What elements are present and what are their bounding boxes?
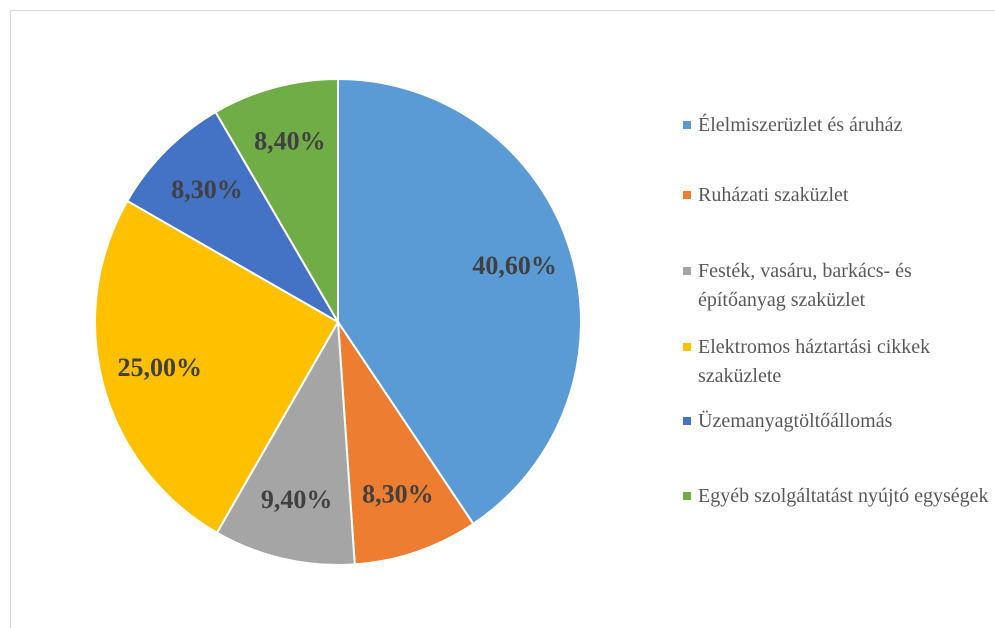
- legend-label: Elektromos háztartási cikkek szaküzlete: [698, 336, 931, 387]
- legend-item: Ruházati szaküzlet: [683, 181, 995, 210]
- slice-label: 8,30%: [362, 480, 434, 509]
- legend-label: Élelmiszerüzlet és áruház: [698, 114, 903, 136]
- legend-item: Élelmiszerüzlet és áruház: [683, 111, 995, 140]
- pie-slice: [337, 77, 582, 526]
- legend-swatch: [683, 191, 691, 199]
- legend-item: Elektromos háztartási cikkek szaküzlete: [683, 333, 995, 391]
- legend-item: Festék, vasáru, barkács- és építőanyag s…: [683, 257, 995, 315]
- legend-item: Üzemanyagtöltőállomás: [683, 407, 995, 436]
- slice-label: 9,40%: [261, 485, 333, 514]
- pie-slice: [215, 318, 356, 566]
- legend-swatch: [683, 343, 691, 351]
- slice-label: 8,40%: [254, 127, 326, 156]
- legend-label: Egyéb szolgáltatást nyújtó egységek: [698, 485, 989, 507]
- legend-label: Ruházati szaküzlet: [698, 184, 849, 206]
- slice-label: 40,60%: [472, 251, 557, 280]
- slice-label: 8,30%: [171, 175, 243, 204]
- legend-label: Üzemanyagtöltőállomás: [698, 410, 893, 432]
- legend-label: Festék, vasáru, barkács- és építőanyag s…: [698, 260, 912, 311]
- pie-slice: [214, 77, 339, 326]
- chart-frame: [10, 10, 995, 628]
- legend-swatch: [683, 267, 691, 275]
- legend-item: Egyéb szolgáltatást nyújtó egységek: [683, 482, 995, 511]
- slice-label: 25,00%: [117, 353, 202, 382]
- legend-swatch: [683, 492, 691, 500]
- legend-swatch: [683, 121, 691, 129]
- pie-slice: [125, 110, 341, 325]
- pie-slice: [336, 318, 475, 566]
- pie-slice: [94, 199, 340, 535]
- legend-swatch: [683, 417, 691, 425]
